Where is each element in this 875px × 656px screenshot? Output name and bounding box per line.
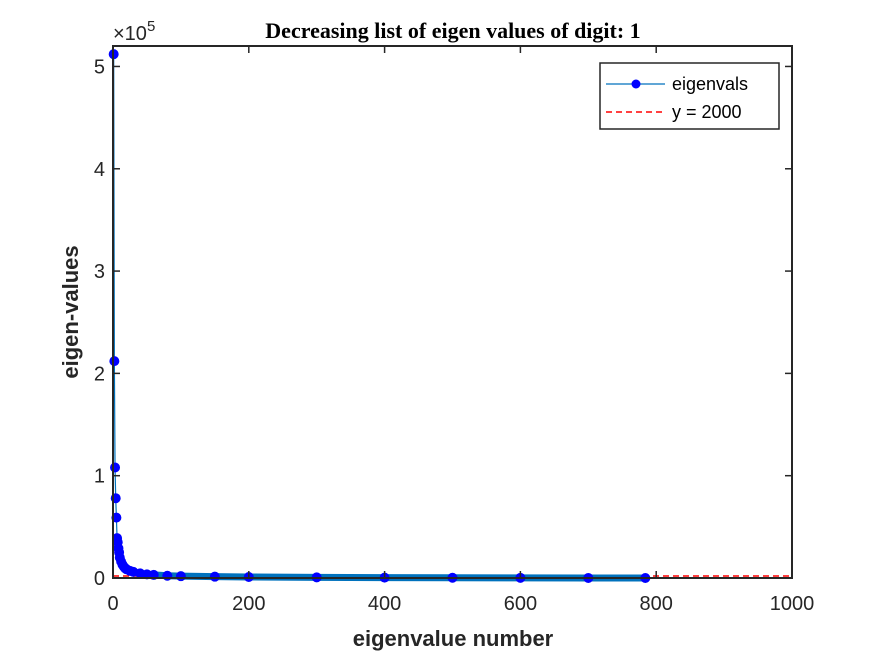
eigenvals-point: [111, 512, 122, 523]
y-axis-exponent: ×105: [113, 18, 155, 45]
legend-box: [599, 62, 780, 130]
y-axis-exponent-power: 5: [147, 18, 155, 35]
x-tick-label: 400: [368, 593, 401, 615]
eigenvals-point: [109, 356, 120, 367]
y-tick-label: 2: [94, 363, 105, 385]
legend: eigenvals y = 2000: [599, 62, 780, 130]
x-tick-label: 600: [504, 593, 537, 615]
y-tick-label: 3: [94, 261, 105, 283]
legend-label-reference: y = 2000: [672, 102, 742, 122]
legend-swatch-marker: [631, 79, 641, 89]
eigenvals-point: [209, 571, 220, 582]
plot-area: 0 200 400 600 800 1000 0 1 2 3 4 5 eigenvals y = 2000: [94, 45, 815, 615]
legend-entry-reference: y = 2000: [606, 102, 742, 122]
plot-background: [113, 46, 792, 578]
x-tick-label: 0: [107, 593, 118, 615]
chart-title: Decreasing list of eigen values of digit…: [265, 18, 640, 43]
y-tick-label: 4: [94, 159, 105, 181]
plot-frame: [112, 45, 793, 579]
x-tick-label: 1000: [770, 593, 815, 615]
legend-label-eigenvals: eigenvals: [672, 74, 748, 94]
y-tick-label: 1: [94, 466, 105, 488]
y-axis-exponent-base: ×10: [113, 23, 147, 45]
legend-entry-eigenvals: eigenvals: [606, 74, 748, 94]
x-tick-label: 200: [232, 593, 265, 615]
y-axis-label: eigen-values: [58, 245, 83, 378]
x-tick-label: 800: [640, 593, 673, 615]
y-tick-label: 0: [94, 568, 105, 590]
eigenvals-point: [110, 462, 121, 473]
y-tick-label: 5: [94, 56, 105, 78]
x-axis-label: eigenvalue number: [353, 626, 554, 651]
eigenvals-point: [175, 571, 186, 582]
